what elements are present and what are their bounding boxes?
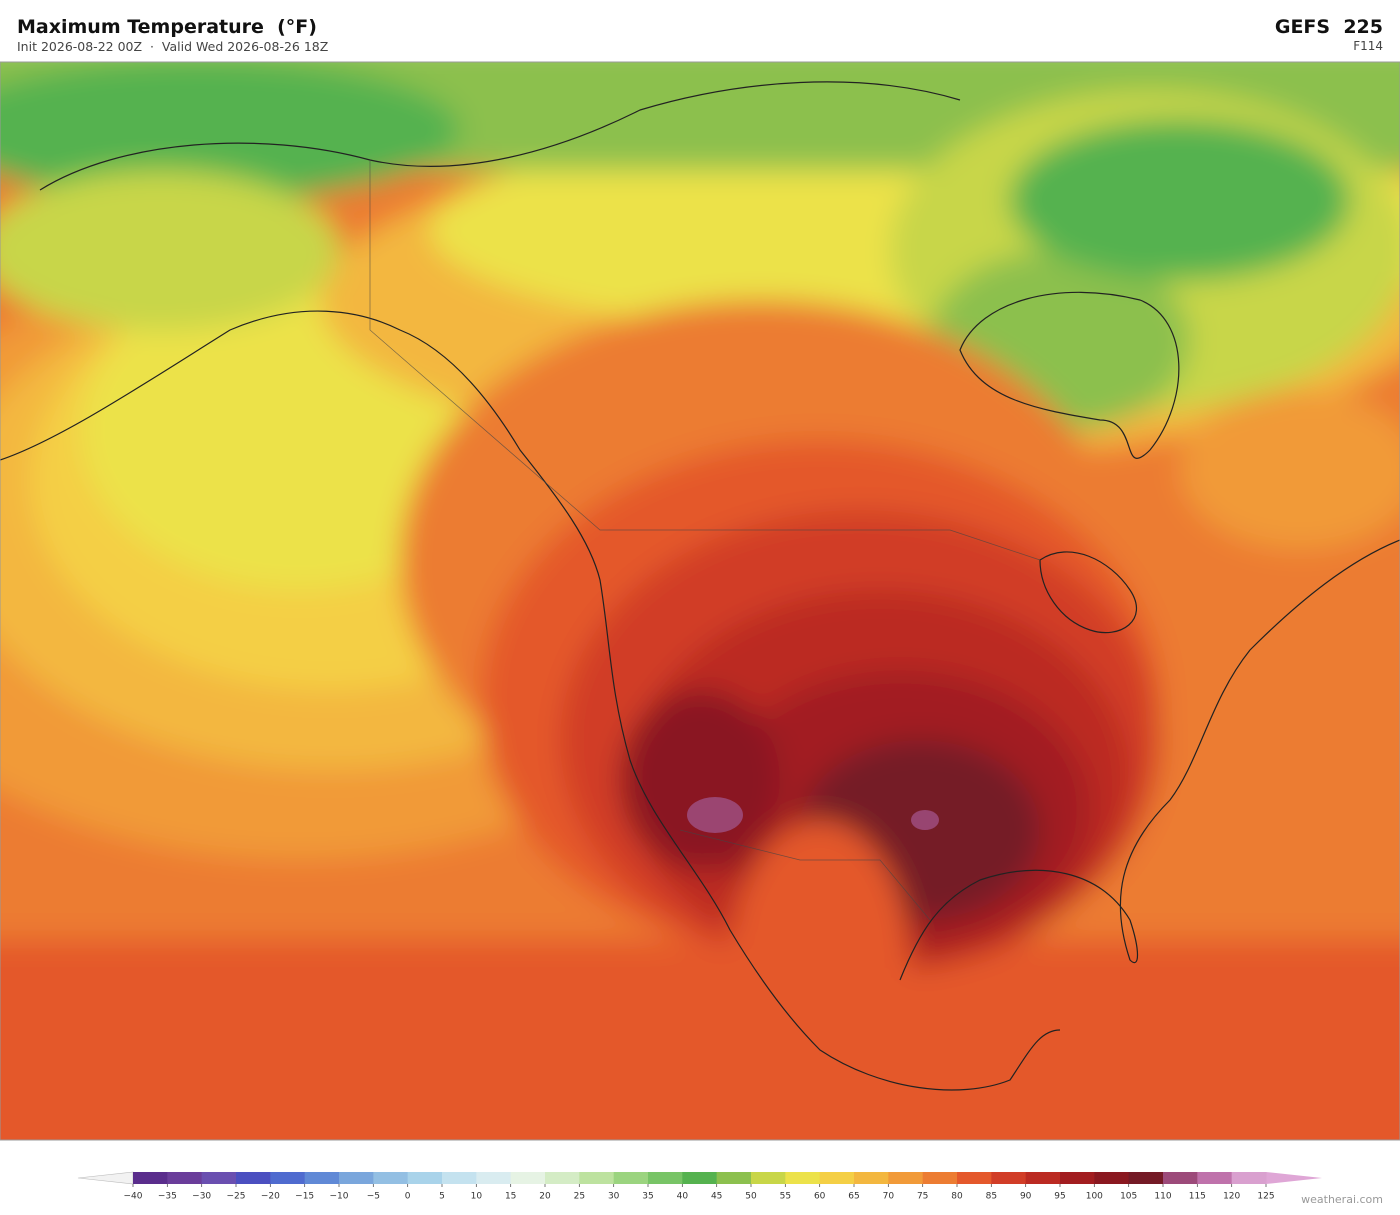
colorbar-tick-label: 50 (745, 1192, 757, 1202)
temperature-region (730, 820, 910, 1100)
colorbar-tick-label: 10 (471, 1192, 483, 1202)
colorbar-tick-label: 5 (439, 1192, 445, 1202)
colorbar-swatch (1163, 1172, 1198, 1184)
colorbar-swatch (819, 1172, 855, 1184)
colorbar-swatch (579, 1172, 615, 1184)
colorbar-tick-label: 25 (574, 1192, 585, 1202)
temperature-field (0, 62, 1400, 1140)
colorbar-tick-label: 80 (951, 1192, 963, 1202)
colorbar-tick-label: 110 (1154, 1192, 1171, 1202)
colorbar-under (77, 1171, 134, 1185)
colorbar-swatch (545, 1172, 580, 1184)
map-frame (0, 61, 1400, 1141)
great-lakes (1039, 551, 1137, 634)
temperature-region (1010, 120, 1350, 280)
colorbar-tick-label: 0 (405, 1192, 411, 1202)
colorbar-tick-label: 65 (848, 1192, 859, 1202)
colorbar-swatch (751, 1172, 786, 1184)
colorbar-swatch (1025, 1172, 1061, 1184)
colorbar-swatch (888, 1172, 924, 1184)
pacific-coast (0, 310, 1061, 1091)
temperature-region (0, 62, 460, 200)
colorbar-swatch (510, 1172, 546, 1184)
map-title: Maximum Temperature (°F) (17, 16, 317, 38)
colorbar-tick-label: −10 (330, 1192, 349, 1202)
colorbar-tick-label: 90 (1020, 1192, 1032, 1202)
colorbar-tick-label: −35 (158, 1192, 177, 1202)
colorbar-swatch (648, 1172, 683, 1184)
canada-border (369, 160, 1041, 561)
map-subtitle: Init 2026-08-22 00Z · Valid Wed 2026-08-… (17, 39, 329, 54)
colorbar-swatch (201, 1172, 237, 1184)
colorbar-tick-label: 30 (608, 1192, 620, 1202)
colorbar-tick-label: 95 (1054, 1192, 1065, 1202)
colorbar-swatch (407, 1172, 443, 1184)
colorbar-tick-label: −15 (295, 1192, 314, 1202)
colorbar-swatch (236, 1172, 271, 1184)
colorbar-swatch (167, 1172, 203, 1184)
colorbar-tick-label: 20 (539, 1192, 551, 1202)
colorbar-swatch (1231, 1172, 1267, 1184)
colorbar-tick-label: 120 (1223, 1192, 1240, 1202)
colorbar-tick-label: 75 (917, 1192, 928, 1202)
colorbar-swatch (442, 1172, 477, 1184)
temperature-region (0, 170, 340, 330)
atlantic-coast (899, 539, 1400, 981)
colorbar-tick-label: 40 (677, 1192, 689, 1202)
colorbar-over (1266, 1172, 1322, 1184)
colorbar: −40 −35 −30 −25 −20 −15 −10 −5 0 5 10 15 20 25 30 35 40 4… (77, 1171, 1322, 1202)
colorbar-swatch (716, 1172, 752, 1184)
colorbar-swatch (991, 1172, 1027, 1184)
watermark: weatherai.com (1301, 1193, 1383, 1206)
arctic-coast (39, 81, 961, 191)
field-layer (0, 62, 1400, 1140)
colorbar-swatch (922, 1172, 958, 1184)
temperature-region (620, 690, 780, 870)
colorbar-tick-label: −20 (261, 1192, 280, 1202)
colorbar-tick-label: 85 (986, 1192, 997, 1202)
colorbar-swatch (682, 1172, 718, 1184)
temperature-peak (911, 810, 939, 830)
hudson-bay (959, 291, 1180, 459)
colorbar-tick-label: 115 (1189, 1192, 1206, 1202)
colorbar-tick-label: −5 (367, 1192, 380, 1202)
colorbar-tick-label: 100 (1086, 1192, 1103, 1202)
colorbar-swatch (304, 1172, 340, 1184)
temperature-peak (687, 797, 743, 833)
colorbar-tick-label: −40 (124, 1192, 143, 1202)
colorbar-swatch (1128, 1172, 1164, 1184)
colorbar-swatch (854, 1172, 889, 1184)
colorbar-swatch (613, 1172, 649, 1184)
temperature-region (1180, 390, 1400, 550)
coastlines (0, 81, 1400, 1091)
colorbar-tick-label: 125 (1257, 1192, 1274, 1202)
borders (369, 160, 1041, 921)
colorbar-swatch (373, 1172, 409, 1184)
colorbar-swatch (476, 1172, 512, 1184)
colorbar-swatch (339, 1172, 374, 1184)
colorbar-swatch (957, 1172, 992, 1184)
colorbar-tick-label: 55 (780, 1192, 791, 1202)
model-label: GEFS 225 (1274, 16, 1383, 38)
colorbar-swatch (1060, 1172, 1095, 1184)
colorbar-tick-label: 35 (642, 1192, 653, 1202)
colorbar-tick-label: −25 (227, 1192, 246, 1202)
colorbar-tick-label: 60 (814, 1192, 826, 1202)
colorbar-tick-label: −30 (192, 1192, 211, 1202)
temperature-region (0, 940, 1400, 1140)
colorbar-tick-label: 45 (711, 1192, 722, 1202)
colorbar-tick-label: 15 (505, 1192, 516, 1202)
colorbar-swatch (785, 1172, 821, 1184)
mexico-border (679, 829, 931, 921)
colorbar-swatch (133, 1172, 168, 1184)
colorbar-tick-label: 70 (883, 1192, 895, 1202)
colorbar-swatch (1197, 1172, 1233, 1184)
forecast-hour: F114 (1353, 39, 1383, 53)
colorbar-tick-label: 105 (1120, 1192, 1137, 1202)
colorbar-swatch (270, 1172, 306, 1184)
colorbar-swatch (1094, 1172, 1130, 1184)
